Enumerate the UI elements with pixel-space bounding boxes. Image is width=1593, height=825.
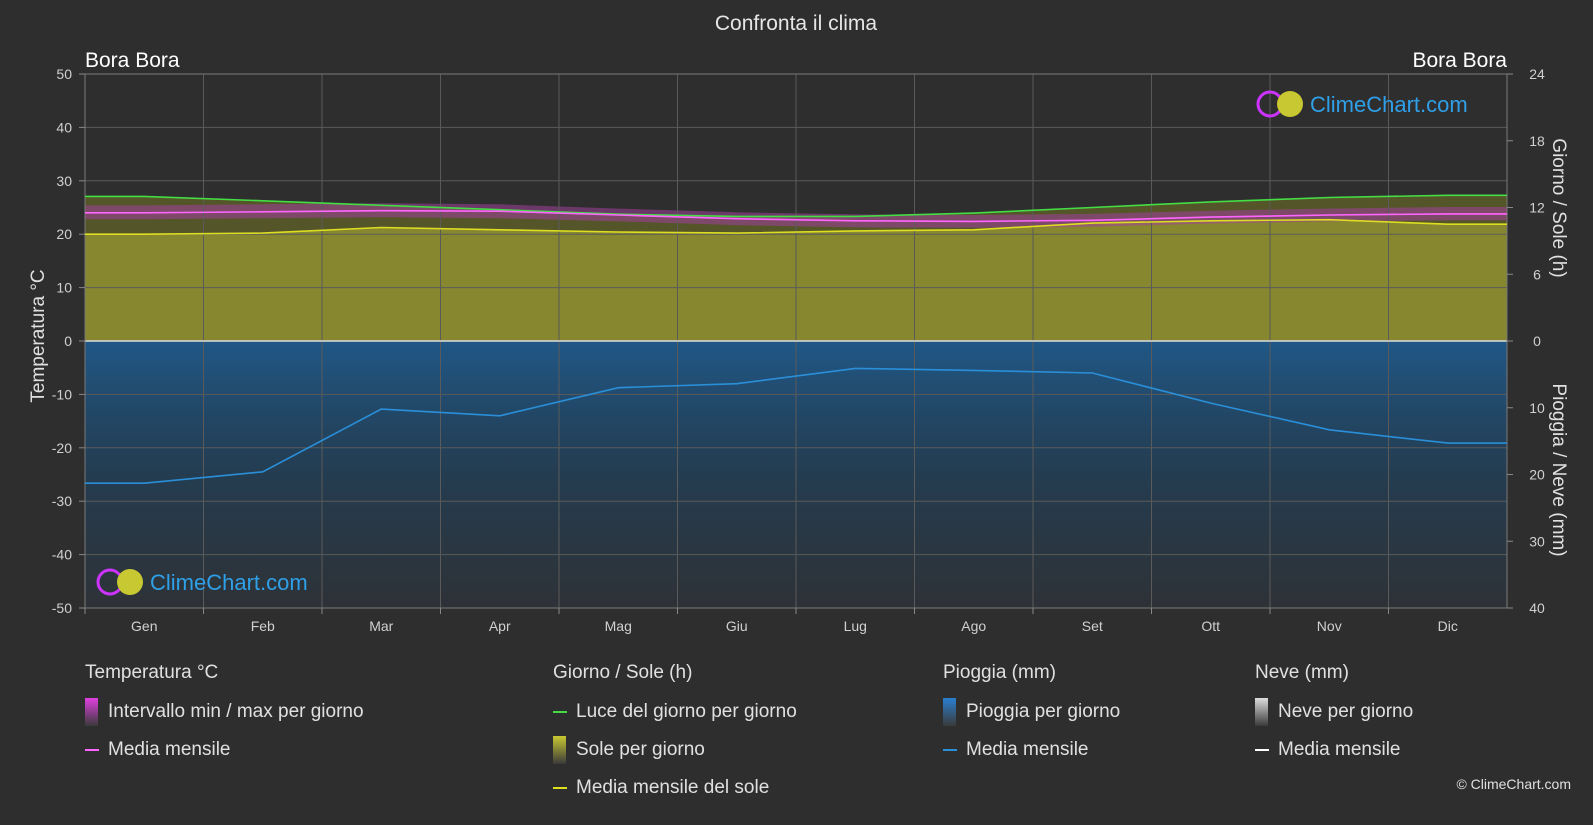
- legend-item: Media mensile del sole: [553, 774, 797, 801]
- legend-label: Media mensile: [966, 738, 1089, 760]
- legend-swatch: [553, 786, 567, 789]
- legend-swatch: [85, 748, 99, 751]
- x-tick-label: Ago: [961, 618, 986, 634]
- y-tick-left: -30: [52, 493, 72, 509]
- x-tick-label: Dic: [1438, 618, 1458, 634]
- legend-item: Media mensile: [85, 736, 364, 763]
- legend-label: Sole per giorno: [576, 738, 705, 760]
- y-tick-right-top: 6: [1533, 266, 1541, 282]
- legend-item: Media mensile: [943, 736, 1120, 763]
- y-tick-left: 10: [56, 280, 72, 296]
- legend-swatch: [553, 735, 566, 764]
- y-tick-right-top: 12: [1529, 200, 1545, 216]
- legend-group: Neve (mm) Neve per giorno Media mensile: [1255, 662, 1413, 774]
- legend-swatch: [85, 697, 98, 726]
- x-tick-label: Set: [1082, 618, 1103, 634]
- legend-item: Neve per giorno: [1255, 697, 1414, 726]
- watermark-top-text: ClimeChart.com: [1310, 92, 1468, 117]
- copyright: © ClimeChart.com: [1456, 776, 1571, 792]
- y-tick-right-bottom: 40: [1529, 600, 1545, 616]
- y-tick-right-top: 0: [1533, 333, 1541, 349]
- y-tick-left: 30: [56, 173, 72, 189]
- legend-group-title: Neve (mm): [1255, 662, 1349, 683]
- legend-label: Media mensile: [108, 738, 231, 760]
- y-tick-left: -10: [52, 386, 72, 402]
- y-tick-left: 40: [56, 119, 72, 135]
- y-tick-right-bottom: 10: [1529, 400, 1545, 416]
- x-tick-label: Ott: [1201, 618, 1220, 634]
- y-tick-right-top: 18: [1529, 133, 1545, 149]
- legend-item: Media mensile: [1255, 736, 1413, 763]
- legend-group: Giorno / Sole (h) Luce del giorno per gio…: [553, 662, 797, 812]
- y-tick-left: -20: [52, 440, 72, 456]
- y-tick-left: 20: [56, 226, 72, 242]
- legend-label: Neve per giorno: [1278, 700, 1414, 722]
- legend-swatch: [943, 748, 957, 751]
- legend-group: Pioggia (mm) Pioggia per giorno Media mens…: [943, 662, 1120, 774]
- x-tick-label: Gen: [131, 618, 157, 634]
- x-tick-label: Lug: [844, 618, 867, 634]
- y-axis-label-left: Temperatura °C: [28, 269, 49, 402]
- legend-label: Pioggia per giorno: [966, 700, 1121, 722]
- legend-label: Media mensile: [1278, 738, 1401, 760]
- watermark-bottom-text: ClimeChart.com: [150, 570, 308, 595]
- legend-item: Intervallo min / max per giorno: [85, 697, 364, 726]
- legend-label: Media mensile del sole: [576, 776, 770, 798]
- x-tick-label: Mar: [369, 618, 393, 634]
- legend-swatch: [1255, 697, 1268, 726]
- y-tick-left: 50: [56, 66, 72, 82]
- sunshine-mean-line: [85, 218, 1507, 235]
- legend-item: Pioggia per giorno: [943, 697, 1121, 726]
- location-right: Bora Bora: [1412, 49, 1507, 72]
- legend-label: Luce del giorno per giorno: [576, 700, 797, 722]
- y-tick-left: -40: [52, 547, 72, 563]
- legend-group-title: Giorno / Sole (h): [553, 662, 693, 683]
- daylight-line: [85, 194, 1507, 218]
- watermark-bottom-sun-icon: [117, 569, 143, 595]
- y-tick-right-top: 24: [1529, 66, 1545, 82]
- temperature-mean-line: [85, 209, 1507, 223]
- climate-chart: Confronta il clima Bora Bora Bora Bora 5…: [28, 12, 1569, 634]
- legend-swatch: [553, 710, 567, 713]
- y-tick-right-bottom: 30: [1529, 533, 1545, 549]
- y-axis-label-right-bottom: Pioggia / Neve (mm): [1548, 383, 1569, 556]
- x-tick-label: Nov: [1317, 618, 1342, 634]
- location-left: Bora Bora: [85, 49, 180, 72]
- x-tick-label: Apr: [489, 618, 511, 634]
- legend-swatch: [1255, 748, 1269, 751]
- x-tick-label: Feb: [251, 618, 275, 634]
- rain-mean-line: [85, 367, 1507, 484]
- y-axis-label-right-top: Giorno / Sole (h): [1548, 138, 1569, 277]
- legend-swatch: [943, 697, 956, 726]
- x-tick-label: Giu: [726, 618, 748, 634]
- legend-item: Sole per giorno: [553, 735, 797, 764]
- y-tick-right-bottom: 20: [1529, 467, 1545, 483]
- y-tick-left: 0: [64, 333, 72, 349]
- plot-area: 50 40 30 20 10 0 -10 -20 -30 -40 -50 24 18 12 6 0 10 20 30…: [52, 66, 1545, 634]
- legend-group: Temperatura °C Intervallo min / max per g…: [85, 662, 364, 774]
- legend-item: Luce del giorno per giorno: [553, 698, 797, 725]
- y-tick-left: -50: [52, 600, 72, 616]
- legend-label: Intervallo min / max per giorno: [108, 700, 364, 722]
- legend-group-title: Pioggia (mm): [943, 662, 1056, 683]
- x-tick-label: Mag: [605, 618, 632, 634]
- legend-group-title: Temperatura °C: [85, 662, 219, 683]
- chart-title: Confronta il clima: [715, 12, 878, 35]
- watermark-top-sun-icon: [1277, 91, 1303, 117]
